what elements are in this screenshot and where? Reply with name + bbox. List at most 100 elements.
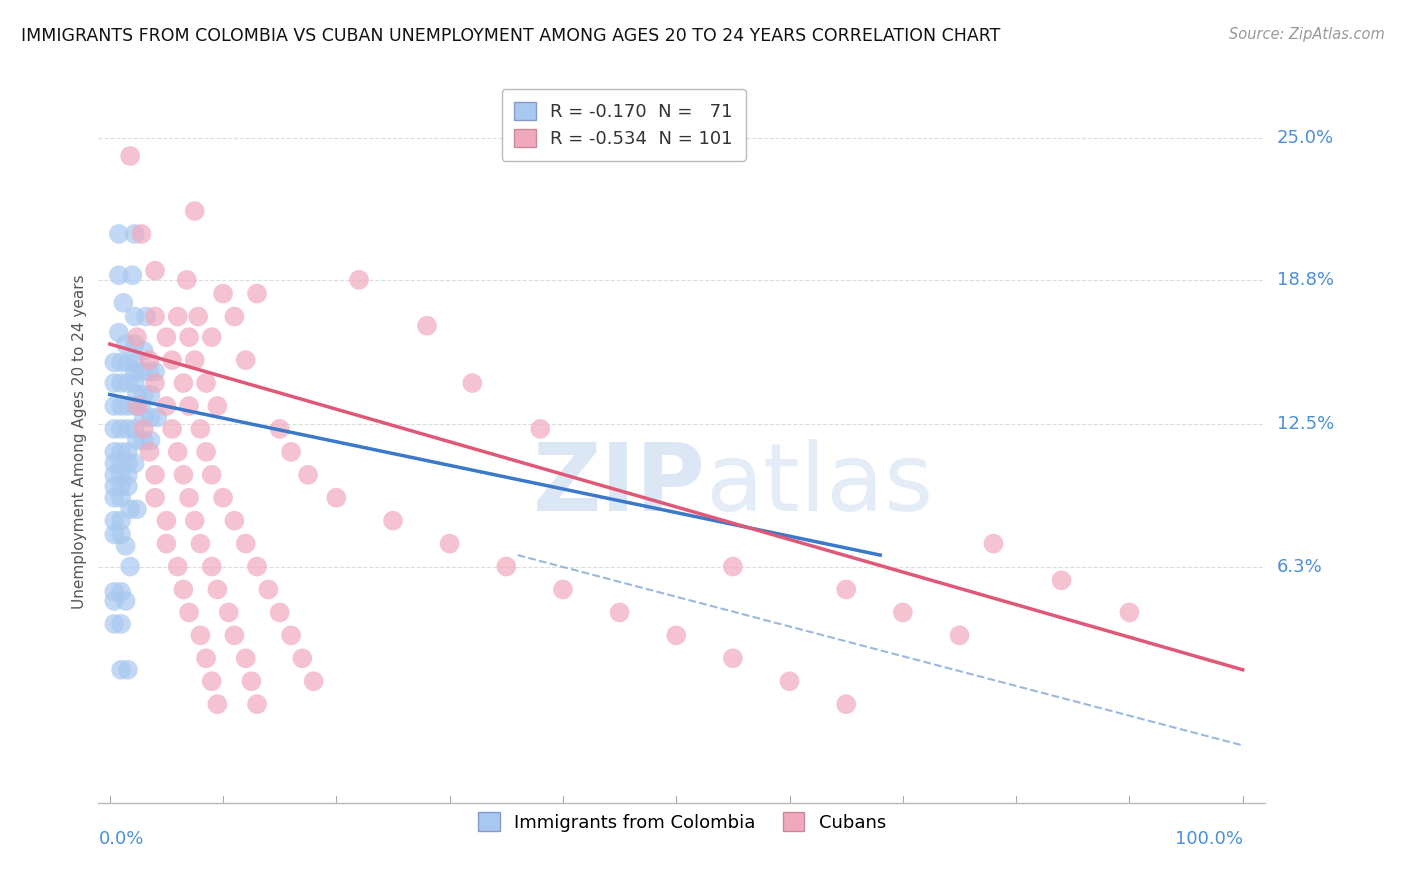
Point — [183, 204, 205, 219]
Point — [117, 355, 139, 369]
Point — [143, 376, 166, 390]
Point — [114, 594, 136, 608]
Point — [143, 491, 166, 505]
Point — [212, 286, 235, 301]
Point — [103, 616, 125, 631]
Point — [124, 337, 146, 351]
Point — [461, 376, 484, 390]
Point — [269, 606, 291, 620]
Point — [187, 310, 209, 324]
Point — [201, 467, 224, 482]
Point — [125, 434, 148, 448]
Point — [110, 467, 132, 482]
Point — [280, 628, 302, 642]
Point — [235, 353, 257, 368]
Point — [117, 479, 139, 493]
Point — [125, 502, 148, 516]
Point — [207, 399, 229, 413]
Point — [103, 355, 125, 369]
Point — [212, 491, 235, 505]
Point — [177, 330, 200, 344]
Point — [124, 376, 146, 390]
Point — [224, 310, 246, 324]
Point — [948, 628, 970, 642]
Point — [246, 559, 269, 574]
Point — [110, 663, 132, 677]
Point — [177, 606, 200, 620]
Point — [183, 353, 205, 368]
Point — [224, 514, 246, 528]
Point — [103, 594, 125, 608]
Point — [155, 330, 177, 344]
Point — [120, 559, 142, 574]
Point — [172, 582, 194, 597]
Point — [110, 445, 132, 459]
Text: 100.0%: 100.0% — [1175, 830, 1243, 848]
Point — [110, 616, 132, 631]
Point — [132, 422, 155, 436]
Point — [135, 310, 157, 324]
Point — [112, 295, 135, 310]
Point — [108, 268, 131, 283]
Point — [110, 527, 132, 541]
Point — [224, 628, 246, 642]
Point — [201, 330, 224, 344]
Point — [138, 353, 160, 368]
Point — [172, 467, 194, 482]
Point — [246, 286, 269, 301]
Point — [103, 467, 125, 482]
Point — [124, 422, 146, 436]
Point — [166, 310, 188, 324]
Point — [235, 536, 257, 550]
Point — [166, 559, 188, 574]
Point — [195, 445, 218, 459]
Point — [155, 399, 177, 413]
Point — [325, 491, 347, 505]
Point — [132, 343, 155, 358]
Point — [139, 434, 162, 448]
Point — [495, 559, 517, 574]
Point — [302, 674, 325, 689]
Point — [103, 456, 125, 470]
Point — [131, 399, 153, 413]
Point — [721, 651, 744, 665]
Point — [665, 628, 688, 642]
Point — [190, 536, 212, 550]
Point — [103, 422, 125, 436]
Point — [103, 445, 125, 459]
Point — [132, 434, 155, 448]
Point — [190, 628, 212, 642]
Point — [124, 456, 146, 470]
Point — [143, 263, 166, 277]
Point — [207, 582, 229, 597]
Point — [291, 651, 314, 665]
Point — [120, 502, 142, 516]
Text: 18.8%: 18.8% — [1277, 271, 1333, 289]
Point — [103, 399, 125, 413]
Point — [177, 399, 200, 413]
Point — [146, 410, 169, 425]
Point — [297, 467, 319, 482]
Point — [551, 582, 574, 597]
Point — [110, 491, 132, 505]
Point — [103, 584, 125, 599]
Point — [1050, 574, 1073, 588]
Point — [117, 445, 139, 459]
Point — [124, 399, 146, 413]
Point — [131, 227, 153, 241]
Legend: Immigrants from Colombia, Cubans: Immigrants from Colombia, Cubans — [465, 800, 898, 845]
Point — [120, 149, 142, 163]
Point — [103, 514, 125, 528]
Point — [155, 536, 177, 550]
Text: 0.0%: 0.0% — [98, 830, 143, 848]
Point — [195, 376, 218, 390]
Point — [131, 365, 153, 379]
Point — [114, 539, 136, 553]
Point — [138, 365, 160, 379]
Point — [117, 422, 139, 436]
Point — [269, 422, 291, 436]
Text: atlas: atlas — [706, 439, 934, 531]
Point — [108, 227, 131, 241]
Point — [114, 337, 136, 351]
Point — [257, 582, 280, 597]
